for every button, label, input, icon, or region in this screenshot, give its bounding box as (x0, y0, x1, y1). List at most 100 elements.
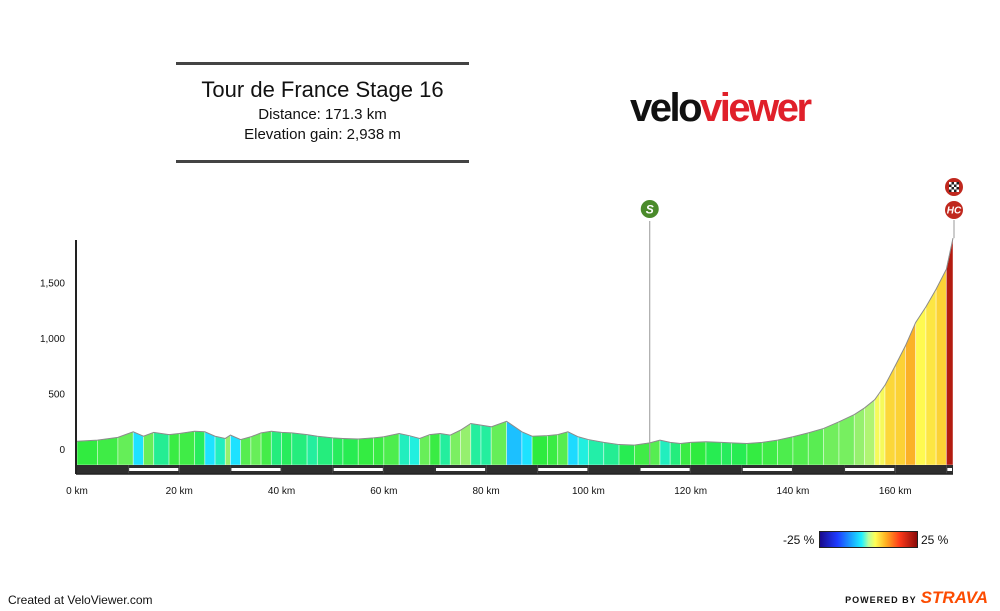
profile-segment (634, 442, 651, 466)
profile-segment (879, 383, 886, 466)
profile-segment (306, 434, 318, 466)
profile-segment (577, 436, 589, 466)
logo-part-velo: velo (630, 86, 703, 130)
profile-segment (547, 434, 559, 466)
profile-segment (807, 427, 825, 466)
profile-segment (792, 432, 809, 466)
x-tick-label: 100 km (572, 486, 605, 497)
gradient-legend-bar (819, 531, 918, 548)
powered-by-strava[interactable]: POWERED BY STRAVA (845, 588, 988, 608)
profile-segment (97, 436, 119, 466)
profile-segment (649, 439, 661, 466)
finish-flag-check (949, 189, 952, 192)
profile-segment (490, 420, 507, 466)
legend-max-label: 25 % (921, 533, 949, 547)
profile-segment (521, 431, 533, 466)
profile-segment (935, 268, 947, 466)
profile-segment (838, 413, 855, 466)
km-band-stripe (947, 468, 952, 471)
y-tick-label: 1,000 (40, 334, 65, 345)
profile-segment (214, 435, 226, 466)
x-tick-label: 140 km (777, 486, 810, 497)
profile-segment (224, 434, 231, 466)
profile-segment (823, 421, 840, 466)
finish-flag-check (954, 189, 957, 192)
profile-segment (342, 438, 359, 466)
profile-segment (270, 430, 282, 466)
strava-brand: STRAVA (920, 588, 988, 607)
km-band-stripe (435, 468, 486, 471)
km-band-stripe (640, 468, 690, 471)
profile-segment (853, 407, 865, 466)
profile-segment (439, 432, 451, 466)
profile-segment (204, 431, 216, 466)
profile-segment (874, 391, 881, 466)
finish-flag-check (951, 187, 954, 190)
km-band-segment (690, 465, 742, 474)
profile-segment (398, 432, 410, 466)
profile-segment (777, 436, 794, 466)
profile-segment (905, 322, 917, 466)
profile-segment (357, 437, 375, 466)
profile-segment (669, 441, 681, 466)
profile-segment (240, 436, 252, 466)
profile-segment (383, 432, 400, 466)
profile-segment (531, 435, 548, 466)
profile-segment (419, 433, 431, 466)
profile-segment (250, 432, 262, 466)
km-band-segment (588, 465, 640, 474)
km-band-stripe (538, 468, 588, 471)
profile-segment (603, 441, 620, 466)
km-band-segment (486, 465, 538, 474)
profile-segment (690, 441, 707, 466)
created-at-link[interactable]: Created at VeloViewer.com (8, 593, 153, 607)
km-band-segment (895, 465, 947, 474)
profile-segment (705, 441, 722, 466)
hc-climb-label: HC (947, 206, 962, 217)
profile-segment (76, 439, 98, 466)
profile-segment (260, 430, 272, 466)
profile-segment (168, 433, 180, 466)
profile-segment (746, 441, 763, 466)
profile-segment (864, 398, 876, 466)
profile-segment (720, 441, 732, 466)
x-tick-label: 160 km (879, 486, 912, 497)
km-band-stripe (231, 468, 281, 471)
finish-flag-check (951, 182, 954, 185)
profile-segment (557, 431, 569, 466)
profile-segment (194, 430, 206, 466)
y-tick-label: 1,500 (40, 279, 65, 290)
profile-segment (470, 422, 482, 466)
profile-segment (132, 431, 144, 466)
km-band-stripe (333, 468, 383, 471)
x-tick-label: 120 km (674, 486, 707, 497)
profile-segment (480, 424, 492, 466)
sprint-marker-icon (640, 200, 659, 218)
profile-segment (153, 431, 170, 466)
logo-part-viewer: viewer (700, 86, 812, 130)
profile-segment (659, 439, 671, 466)
finish-flag-check (949, 184, 952, 187)
profile-segment (429, 433, 441, 466)
km-band-segment (77, 465, 129, 474)
legend-min-label: -25 % (783, 533, 815, 547)
km-band-segment (383, 465, 435, 474)
km-band-segment (281, 465, 333, 474)
y-tick-label: 500 (48, 390, 65, 401)
profile-segment (408, 435, 421, 466)
x-tick-label: 60 km (370, 486, 397, 497)
km-band-segment (179, 465, 231, 474)
profile-segment (230, 434, 242, 466)
profile-segment (281, 431, 293, 466)
veloviewer-logo: veloviewer (630, 86, 812, 131)
finish-flag-check (956, 182, 959, 185)
x-tick-label: 20 km (166, 486, 193, 497)
profile-segment (373, 436, 385, 466)
profile-segment (945, 238, 954, 466)
profile-segment (884, 365, 896, 466)
profile-segment (291, 432, 308, 466)
finish-flag-check (956, 184, 959, 187)
km-band-stripe (129, 468, 179, 471)
title-box: Tour de France Stage 16 Distance: 171.3 … (176, 62, 469, 163)
distance-text: Distance: 171.3 km (258, 106, 387, 123)
